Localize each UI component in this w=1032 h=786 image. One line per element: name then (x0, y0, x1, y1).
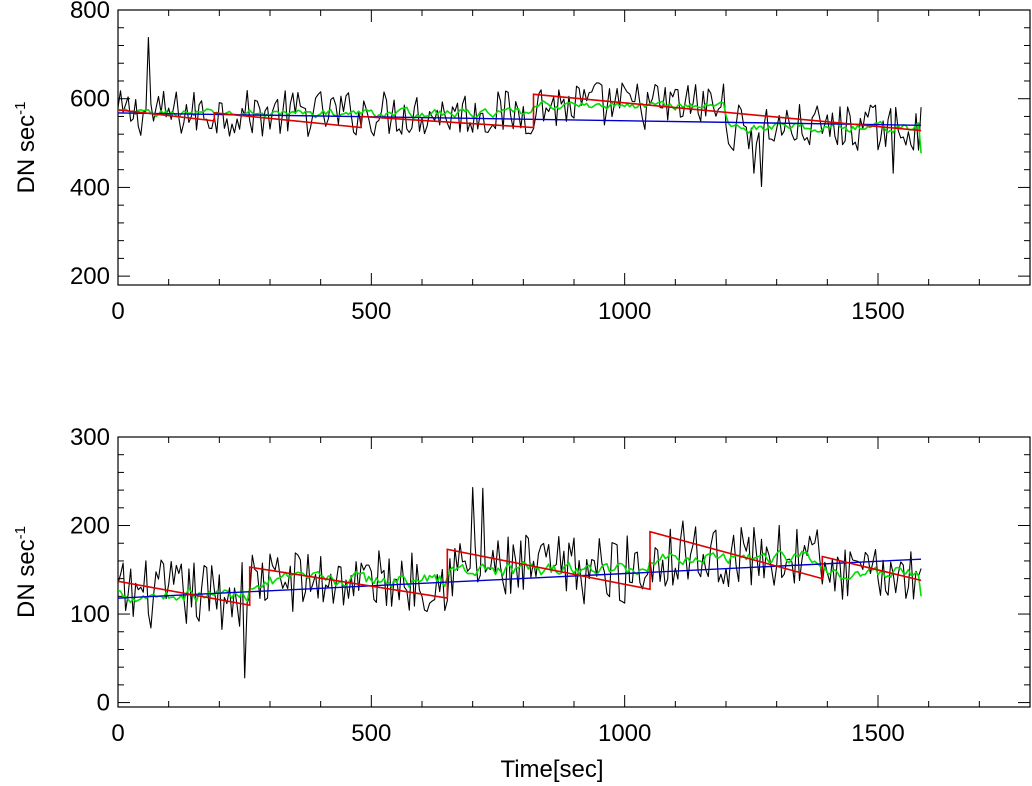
top-x-tick-label: 500 (351, 298, 391, 325)
top-piecewise-fit-line (118, 93, 922, 132)
bottom-smoothed-series-line (118, 549, 922, 604)
bottom-y-axis-title: DN sec-1 (12, 526, 40, 618)
top-series-group (118, 36, 922, 188)
top-y-tick-label: 600 (70, 86, 110, 113)
bottom-x-tick-label: 0 (111, 720, 124, 747)
top-x-tick-label: 1000 (598, 298, 651, 325)
bottom-series-group (118, 486, 922, 679)
top-linear-fit-line (118, 112, 922, 127)
top-y-tick-label: 400 (70, 174, 110, 201)
bottom-linear-fit-line (118, 558, 922, 599)
bottom-raw-series-line (118, 486, 922, 679)
bottom-x-axis-title: Time[sec] (500, 756, 603, 783)
bottom-piecewise-fit-line (118, 530, 922, 607)
top-y-axis-title: DN sec-1 (12, 101, 40, 193)
bottom-y-tick-label: 100 (70, 601, 110, 628)
bottom-x-tick-label: 1500 (851, 720, 904, 747)
bottom-x-tick-label: 1000 (598, 720, 651, 747)
top-x-tick-label: 1500 (851, 298, 904, 325)
top-x-tick-label: 0 (111, 298, 124, 325)
bottom-y-tick-label: 0 (97, 690, 110, 717)
top-smoothed-series-line (118, 100, 922, 154)
top-y-tick-label: 200 (70, 263, 110, 290)
top-y-tick-label: 800 (70, 0, 110, 24)
bottom-y-tick-label: 200 (70, 513, 110, 540)
bottom-x-tick-label: 500 (351, 720, 391, 747)
top-plot-frame (117, 9, 1031, 286)
top-panel: 0 500 1000 1500 200 400 600 800 DN sec-1 (12, 0, 1031, 325)
bottom-panel: 0 500 1000 1500 0 100 200 300 DN sec-1 Time[sec] (12, 424, 1031, 783)
bottom-y-tick-label: 300 (70, 424, 110, 451)
